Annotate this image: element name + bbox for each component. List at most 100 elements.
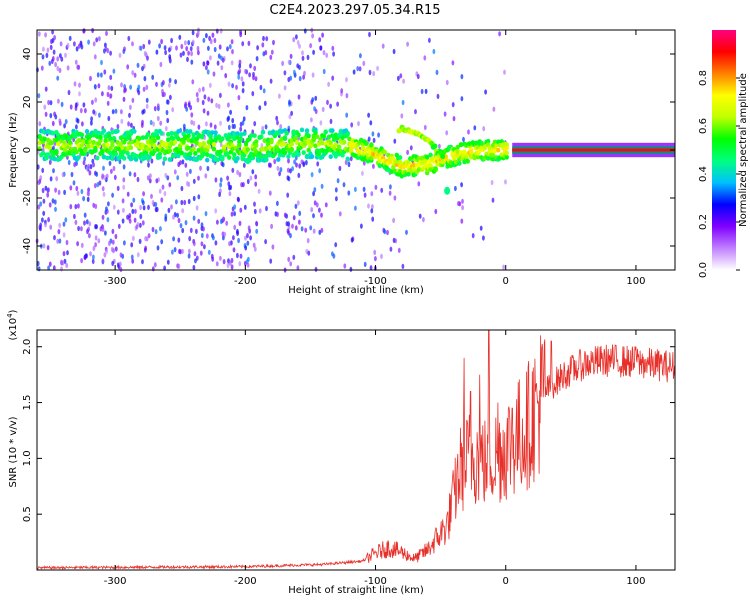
spectrogram-cell [230, 146, 235, 152]
spectrogram-cell [112, 204, 116, 210]
spectrogram-cell [305, 160, 308, 166]
spectrogram-cell [296, 152, 301, 157]
spectrogram-cell [37, 93, 41, 99]
spectrogram-cell [200, 241, 204, 247]
spectrogram-cell [323, 129, 328, 135]
spectrogram-cell [255, 220, 258, 226]
spectrogram-cell [260, 129, 266, 135]
spectrogram-cell [475, 154, 481, 160]
spectrogram-cell [176, 153, 181, 159]
spectrogram-cell [369, 120, 373, 126]
spectrogram-cell [400, 113, 404, 119]
spectrogram-cell [107, 115, 111, 122]
spectrogram-cell [299, 127, 305, 133]
spectrogram-cell [145, 84, 149, 90]
spectrogram-cell [123, 88, 126, 94]
spectrogram-cell [210, 130, 215, 136]
spectrogram-cell [201, 86, 205, 92]
spectrogram-cell [262, 138, 267, 144]
spectrogram-cell [294, 203, 298, 209]
spectrogram-cell [283, 85, 287, 91]
spectrogram-cell [253, 208, 257, 215]
spectrogram-cell [342, 182, 346, 188]
spectrogram-cell [163, 191, 167, 197]
spectrogram-cell [330, 128, 335, 134]
colorbar-tick-label: 0.4 [698, 166, 709, 182]
spectrogram-cell [371, 131, 375, 137]
spectrogram-cell [108, 160, 112, 166]
spectrogram-cell [89, 164, 93, 170]
spectrogram-cell [92, 41, 96, 47]
spectrogram-cell [83, 212, 87, 218]
spectrogram-cell [425, 154, 430, 160]
spectrogram-cell [245, 105, 249, 111]
spectrogram-cell [253, 65, 257, 71]
spectrogram-cell [285, 221, 289, 227]
spectrogram-cell [219, 28, 223, 34]
spectrogram-cell [322, 50, 326, 56]
spectrogram-cell [338, 129, 344, 135]
spectrogram-cell [44, 86, 48, 92]
snr-frame [36, 329, 676, 571]
spectrogram-cell [251, 91, 255, 97]
spectrogram-cell [63, 258, 67, 264]
spectrogram-y-tick-label: 40 [22, 48, 33, 61]
spectrogram-cell [180, 199, 184, 206]
spectrogram-cell [296, 132, 301, 138]
spectrogram-cell [58, 222, 62, 228]
snr-x-ticks: -300 -200 -100 0 100 [104, 330, 645, 587]
spectrogram-cell [320, 227, 324, 233]
spectrogram-cell [156, 115, 160, 122]
spectrogram-cell [279, 136, 284, 142]
spectrogram-cell [122, 164, 126, 170]
spectrogram-cell [144, 236, 148, 242]
spectrogram-cell [282, 150, 288, 156]
spectrogram-cell [258, 105, 262, 111]
spectrogram-cell [73, 81, 77, 87]
spectrogram-cell [229, 184, 233, 190]
spectrogram-cell [95, 224, 98, 230]
spectrogram-cell [230, 60, 234, 66]
spectrogram-cell [208, 134, 213, 140]
spectrogram-cell [57, 98, 60, 104]
spectrogram-cell [184, 162, 188, 168]
spectrogram-cell [122, 156, 127, 161]
spectrogram-cell [406, 41, 409, 47]
spectrogram-cell [259, 84, 263, 91]
spectrogram-cell [345, 112, 349, 118]
spectrogram-cell [436, 93, 440, 99]
spectrogram-cell [286, 175, 290, 181]
spectrogram-cell [227, 102, 230, 108]
spectrogram-cell [237, 143, 242, 149]
spectrogram-cell [256, 45, 259, 51]
spectrogram-cell [296, 265, 300, 271]
spectrogram-cell [503, 69, 506, 75]
spectrogram-cell [411, 162, 416, 168]
spectrogram-cell [243, 204, 247, 210]
spectrogram-cell [58, 238, 62, 244]
spectrogram-cell [253, 121, 257, 127]
spectrogram-cell [110, 139, 115, 145]
spectrogram-cell [142, 191, 146, 197]
spectrogram-cell [179, 150, 184, 156]
spectrogram-cell [460, 74, 464, 80]
spectrogram-cell [145, 146, 151, 152]
spectrogram-cell [212, 235, 215, 241]
spectrogram-cell [269, 139, 274, 145]
spectrogram-cell [358, 66, 362, 72]
spectrogram-cell [114, 108, 118, 114]
spectrogram-cell [56, 65, 60, 72]
spectrogram-cell [176, 136, 181, 142]
spectrogram-cell [161, 88, 164, 94]
spectrogram-cell [247, 256, 250, 262]
spectrogram-cell [177, 217, 181, 224]
spectrogram-cell [226, 175, 230, 181]
spectrogram-cell [369, 155, 374, 161]
spectrogram-cell [277, 152, 283, 158]
spectrogram-cell [179, 52, 183, 58]
spectrogram-cell [332, 51, 335, 57]
colorbar-ticks: 0.0 0.2 0.4 0.6 0.8 [698, 70, 740, 278]
spectrogram-cell [428, 167, 433, 173]
spectrogram-cell [328, 154, 333, 160]
spectrogram-cell [162, 160, 166, 166]
